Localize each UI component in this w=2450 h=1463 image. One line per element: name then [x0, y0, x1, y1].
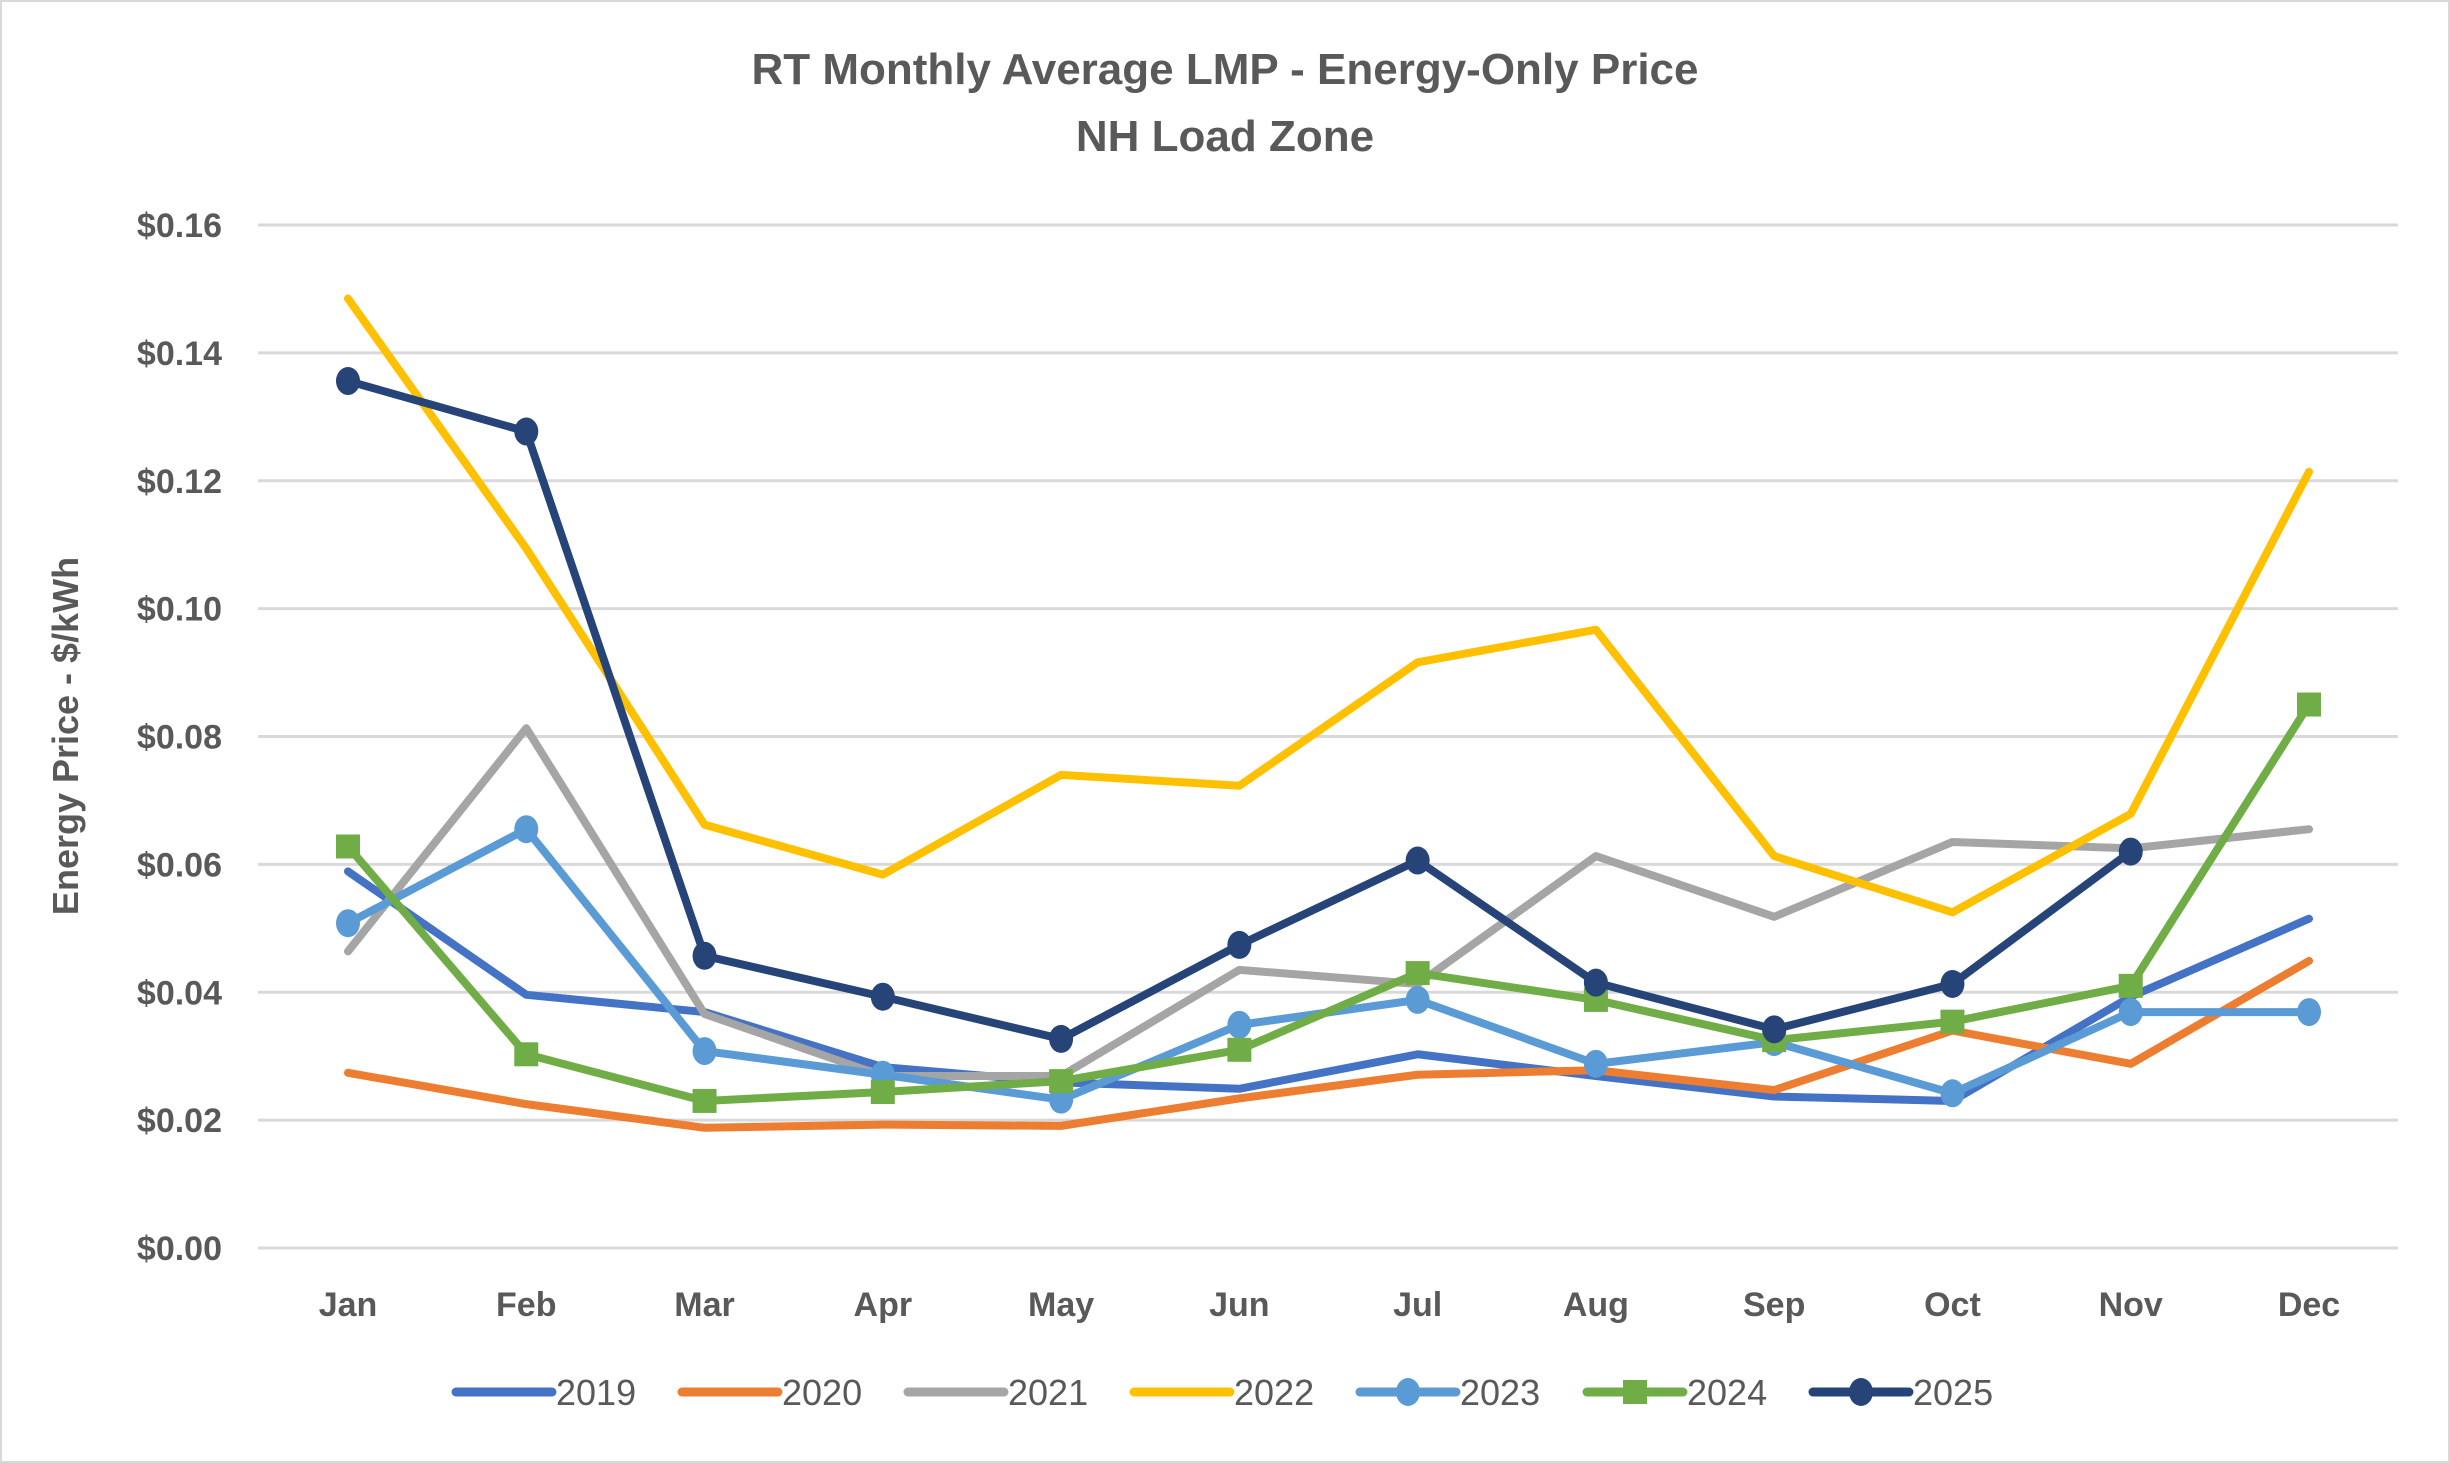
y-tick-label: $0.10 — [137, 591, 222, 629]
data-point — [1227, 1037, 1252, 1062]
data-point — [2118, 973, 2143, 998]
data-point — [1405, 985, 1430, 1014]
legend-label: 2021 — [1008, 1372, 1088, 1413]
legend-item-2019: 2019 — [451, 1372, 636, 1413]
data-point — [1227, 1010, 1252, 1039]
x-tick-label: Apr — [854, 1286, 913, 1324]
data-point — [1405, 846, 1430, 875]
data-point — [336, 367, 360, 396]
data-point — [870, 1079, 895, 1104]
x-axis-ticks: Jan Feb Mar Apr May Jun Jul Aug Sep Oct Nov Dec — [319, 1286, 2340, 1324]
data-point — [692, 1037, 717, 1066]
chart-subtitle: NH Load Zone — [1075, 112, 1375, 161]
gridlines — [258, 223, 2398, 1250]
series-2020 — [344, 956, 2313, 1132]
y-tick-label: $0.00 — [137, 1230, 222, 1268]
series-lines — [336, 294, 2321, 1132]
legend-label: 2023 — [1460, 1372, 1540, 1413]
data-point — [514, 1042, 539, 1067]
data-point — [514, 815, 539, 844]
series-line-2020 — [344, 956, 2313, 1132]
y-tick-label: $0.06 — [137, 846, 222, 884]
data-point — [692, 1088, 717, 1113]
legend-marker — [1623, 1380, 1647, 1404]
data-point — [2297, 692, 2321, 717]
data-point — [2118, 837, 2143, 866]
legend-label: 2019 — [556, 1372, 636, 1413]
series-line-2021 — [344, 724, 2313, 1081]
legend-label: 2024 — [1687, 1372, 1767, 1413]
series-line-2022 — [344, 294, 2313, 917]
legend-marker — [1396, 1378, 1420, 1406]
x-tick-label: Jun — [1209, 1286, 1269, 1324]
legend-item-2023: 2023 — [1355, 1372, 1540, 1413]
data-point — [1227, 930, 1252, 959]
data-point — [2118, 998, 2143, 1027]
x-tick-label: Nov — [2099, 1286, 2163, 1324]
data-point — [1762, 1015, 1787, 1044]
y-axis-label: Energy Price - $/kWh — [45, 557, 86, 915]
y-tick-label: $0.16 — [137, 207, 222, 245]
x-tick-label: Sep — [1743, 1286, 1805, 1324]
chart-title: RT Monthly Average LMP - Energy-Only Pri… — [751, 45, 1699, 94]
y-tick-label: $0.02 — [137, 1102, 222, 1140]
legend-label: 2020 — [782, 1372, 862, 1413]
x-tick-label: Jan — [319, 1286, 378, 1324]
data-point — [1940, 1009, 1965, 1034]
legend-item-2020: 2020 — [677, 1372, 862, 1413]
x-tick-label: May — [1028, 1286, 1094, 1324]
series-2024 — [336, 692, 2321, 1113]
legend-item-2022: 2022 — [1129, 1372, 1314, 1413]
series-line-2023 — [344, 825, 2313, 1104]
y-tick-label: $0.08 — [137, 719, 222, 757]
x-tick-label: Mar — [674, 1286, 734, 1324]
data-point — [514, 417, 539, 446]
data-point — [1940, 969, 1965, 998]
series-2025 — [336, 367, 2143, 1053]
legend: 2019 2020 2021 2022 2023 2024 2025 — [451, 1372, 1993, 1413]
data-point — [1049, 1024, 1074, 1053]
series-2021 — [344, 724, 2313, 1081]
data-point — [692, 941, 717, 970]
legend-item-2021: 2021 — [903, 1372, 1088, 1413]
data-point — [1583, 1049, 1608, 1078]
data-point — [336, 834, 360, 859]
y-tick-label: $0.12 — [137, 463, 222, 501]
data-point — [1940, 1079, 1965, 1108]
y-axis-ticks: $0.00 $0.02 $0.04 $0.06 $0.08 $0.10 $0.12 $0.14… — [137, 207, 222, 1268]
x-tick-label: Dec — [2278, 1286, 2340, 1324]
data-point — [1583, 968, 1608, 997]
data-point — [1049, 1069, 1074, 1094]
data-point — [1405, 961, 1430, 986]
data-point — [870, 982, 895, 1011]
data-point — [336, 909, 360, 938]
y-tick-label: $0.14 — [137, 335, 222, 373]
x-tick-label: Jul — [1393, 1286, 1442, 1324]
data-point — [2297, 998, 2321, 1027]
legend-item-2024: 2024 — [1582, 1372, 1767, 1413]
x-tick-label: Aug — [1563, 1286, 1629, 1324]
legend-item-2025: 2025 — [1808, 1372, 1993, 1413]
series-2022 — [344, 294, 2313, 917]
y-tick-label: $0.04 — [137, 974, 222, 1012]
series-line-2024 — [344, 700, 2313, 1105]
x-tick-label: Feb — [496, 1286, 556, 1324]
x-tick-label: Oct — [1924, 1286, 1981, 1324]
legend-marker — [1849, 1378, 1873, 1406]
legend-label: 2022 — [1234, 1372, 1314, 1413]
legend-label: 2025 — [1913, 1372, 1993, 1413]
